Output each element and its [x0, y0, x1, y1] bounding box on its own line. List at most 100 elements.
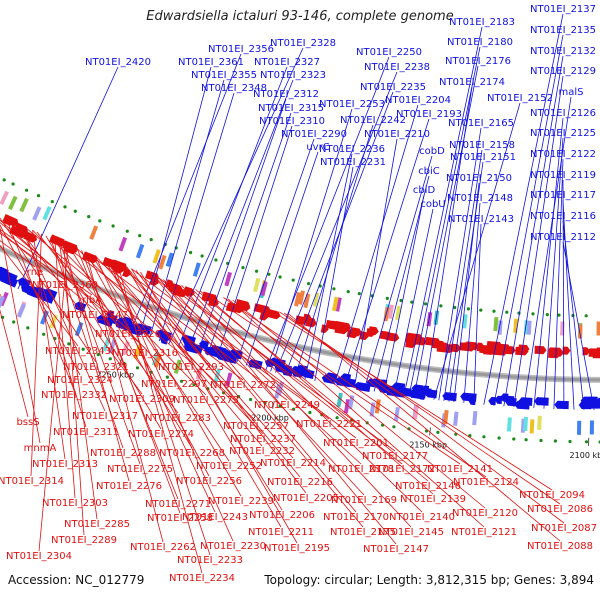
forward-gene-label: NT01EI_2327 — [254, 57, 320, 68]
feature-block — [274, 384, 282, 399]
reverse-label-leader — [186, 286, 412, 528]
reverse-gene-arrow — [2, 214, 19, 227]
reverse-label-leader — [67, 244, 193, 449]
forward-label-leader — [493, 34, 564, 406]
reverse-gene-arrow — [259, 311, 269, 321]
feature-block — [369, 402, 376, 417]
tick-dot — [214, 258, 218, 262]
forward-label-leader — [344, 118, 430, 387]
reverse-gene-label: NT01EI_2232 — [229, 446, 295, 457]
forward-label-leader — [265, 56, 390, 371]
reverse-gene-label: NT01EI_2314 — [0, 476, 64, 487]
reverse-label-leader — [85, 251, 210, 477]
kbp-tick — [272, 400, 275, 409]
forward-gene-arrow — [0, 266, 9, 278]
forward-gene-label: NT01EI_2117 — [530, 190, 596, 201]
reverse-gene-label: NT01EI_2094 — [519, 490, 585, 501]
forward-gene-label: NT01EI_2129 — [530, 66, 596, 77]
reverse-label-leader — [0, 217, 97, 363]
forward-label-leader — [314, 166, 354, 381]
forward-gene-label: NT01EI_2183 — [449, 17, 515, 28]
reverse-label-leader — [54, 239, 76, 499]
reverse-label-leader — [59, 240, 244, 381]
reverse-label-leader — [153, 276, 362, 465]
reverse-gene-label: NT01EI_2249 — [254, 400, 320, 411]
tick-dot — [292, 407, 296, 411]
reverse-gene-label: NT01EI_2252 — [196, 461, 262, 472]
tick-dot — [73, 209, 77, 213]
feature-block — [158, 254, 167, 270]
reverse-gene-label: NT01EI_2087 — [531, 523, 597, 534]
feature-block — [192, 262, 201, 277]
feature-block — [343, 398, 351, 414]
tick-dot — [67, 342, 71, 346]
feature-block — [529, 419, 535, 434]
reverse-gene-label: NT01EI_2147 — [363, 544, 429, 555]
reverse-label-leader — [131, 268, 283, 511]
forward-gene-label: NT01EI_2180 — [447, 37, 513, 48]
forward-label-leader — [197, 98, 287, 353]
reverse-label-leader — [0, 309, 29, 418]
forward-gene-label: NT01EI_2193 — [396, 109, 462, 120]
tick-dot — [357, 292, 361, 296]
reverse-label-leader — [81, 250, 181, 514]
reverse-gene-arrow — [534, 345, 547, 355]
forward-label-leader — [533, 117, 564, 409]
reverse-gene-label: NT01EI_2234 — [169, 573, 235, 584]
forward-gene-label: NT01EI_2356 — [208, 44, 274, 55]
reverse-gene-label: NT01EI_2216 — [267, 477, 333, 488]
tick-dot — [439, 304, 443, 308]
reverse-label-leader — [112, 262, 211, 556]
tick-dot — [291, 278, 295, 282]
tick-dot — [63, 205, 67, 209]
tick-dot — [557, 313, 561, 317]
forward-label-leader — [503, 55, 564, 407]
tick-dot — [2, 178, 6, 182]
reverse-gene-label: NT01EI_2178 — [328, 464, 394, 475]
tick-dot — [278, 275, 282, 279]
feature-block — [335, 297, 342, 312]
reverse-label-leader — [167, 280, 403, 465]
forward-gene-label: NT01EI_2323 — [260, 70, 326, 81]
forward-gene-arrow — [183, 342, 200, 354]
forward-label-leader — [562, 241, 595, 410]
feature-block — [42, 205, 52, 221]
reverse-label-leader — [135, 270, 307, 494]
tick-dot — [332, 287, 336, 291]
reverse-label-leader — [38, 244, 69, 552]
kbp-tick — [118, 358, 123, 367]
forward-gene-label: NT01EI_2238 — [364, 62, 430, 73]
tick-dot — [410, 300, 414, 304]
reverse-label-leader — [279, 311, 561, 505]
reverse-label-leader — [0, 232, 66, 281]
forward-label-leader — [408, 46, 481, 397]
tick-dot — [98, 219, 102, 223]
forward-label-leader — [236, 138, 315, 364]
reverse-label-leader — [0, 219, 146, 349]
tick-dot — [149, 238, 153, 242]
forward-label-leader — [373, 175, 430, 392]
tick-dot — [479, 308, 483, 312]
tick-dot — [222, 391, 226, 395]
feature-block — [537, 415, 542, 430]
tick-dot — [584, 314, 588, 318]
forward-gene-label: NT01EI_2137 — [530, 4, 596, 15]
tick-dot — [512, 437, 516, 441]
forward-gene-arrow — [301, 369, 315, 379]
reverse-gene-label: rne — [27, 267, 43, 278]
forward-gene-label: NT01EI_2315 — [258, 103, 324, 114]
forward-gene-label: NT01EI_2236 — [319, 144, 385, 155]
reverse-gene-label: NT01EI_2317 — [72, 411, 138, 422]
reverse-label-leader — [0, 244, 79, 347]
forward-gene-label: NT01EI_2148 — [447, 193, 513, 204]
reverse-gene-label: NT01EI_2170 — [323, 512, 389, 523]
reverse-gene-label: NT01EI_2139 — [400, 494, 466, 505]
accession-label: Accession: NC_012779 — [8, 573, 145, 587]
kbp-tick-label: 2200 kbp — [251, 413, 289, 422]
forward-gene-arrow — [366, 378, 383, 389]
feature-block — [8, 195, 18, 211]
tick-dot — [241, 266, 245, 270]
reverse-label-leader — [204, 291, 461, 465]
reverse-gene-arrow — [102, 257, 116, 268]
reverse-label-leader — [153, 276, 364, 528]
